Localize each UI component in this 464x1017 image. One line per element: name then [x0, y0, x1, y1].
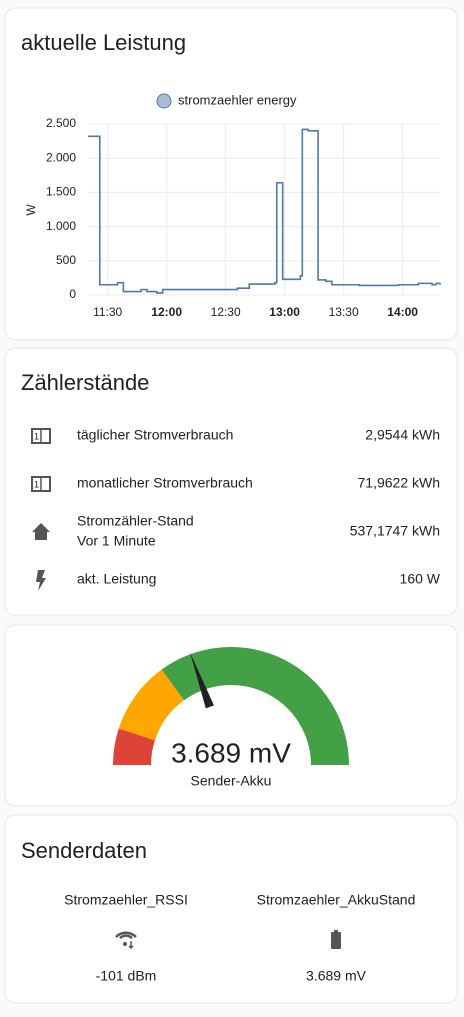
- x-tick-label: 12:30: [211, 305, 241, 319]
- glance-state: 3.689 mV: [306, 968, 367, 984]
- gauge-segment: [161, 647, 349, 765]
- x-tick-label: 12:00: [151, 305, 182, 319]
- card-title: Zählerstände: [21, 370, 149, 395]
- gauge-segment: [113, 728, 155, 765]
- entity-secondary: Vor 1 Minute: [77, 533, 156, 549]
- entity-state: 160 W: [400, 571, 441, 587]
- icon: [36, 570, 46, 591]
- glance-name: Stromzaehler_RSSI: [64, 892, 188, 908]
- entity-name: monatlicher Stromverbrauch: [77, 475, 253, 491]
- gauge-name: Sender-Akku: [191, 773, 272, 789]
- y-tick-label: 2.000: [46, 150, 76, 164]
- line: [88, 128, 441, 294]
- x-tick-label: 14:00: [387, 305, 418, 319]
- icon: [123, 942, 127, 946]
- entity-name: akt. Leistung: [77, 571, 156, 587]
- entities-card: [4, 347, 458, 616]
- entity-state: 537,1747 kWh: [350, 523, 440, 539]
- icon: [334, 930, 338, 933]
- gauge-segment: [118, 669, 184, 741]
- legend-marker: [156, 93, 172, 109]
- y-tick-label: 1.000: [46, 219, 76, 233]
- y-tick-label: 500: [56, 253, 76, 267]
- entity-state: 2,9544 kWh: [365, 427, 440, 443]
- card-title: Senderdaten: [21, 838, 147, 863]
- icon: [32, 523, 50, 540]
- entity-name: täglicher Stromverbrauch: [77, 427, 233, 443]
- y-tick-label: 1.500: [46, 185, 76, 199]
- x-tick-label: 11:30: [93, 305, 122, 319]
- icon: [115, 931, 137, 938]
- legend-label: stromzaehler energy: [178, 92, 297, 107]
- y-tick-label: 0: [69, 287, 76, 301]
- icon: 1: [34, 479, 39, 489]
- glance-name: Stromzaehler_AkkuStand: [257, 892, 416, 908]
- card-title: aktuelle Leistung: [21, 30, 186, 55]
- icon: 1: [34, 431, 39, 441]
- icon: [331, 932, 341, 949]
- gauge-needle: [189, 652, 214, 709]
- glance-state: -101 dBm: [96, 968, 157, 984]
- x-tick-label: 13:30: [329, 305, 359, 319]
- entity-name: Stromzähler-Stand: [77, 513, 194, 529]
- y-tick-label: 2.500: [46, 116, 76, 130]
- icon: [119, 934, 133, 940]
- glance-card: [4, 814, 458, 1004]
- x-tick-label: 13:00: [269, 305, 300, 319]
- entity-state: 71,9622 kWh: [358, 475, 441, 491]
- y-axis-label: W: [24, 204, 38, 216]
- icon: [128, 941, 134, 950]
- gauge-value: 3.689 mV: [171, 737, 291, 768]
